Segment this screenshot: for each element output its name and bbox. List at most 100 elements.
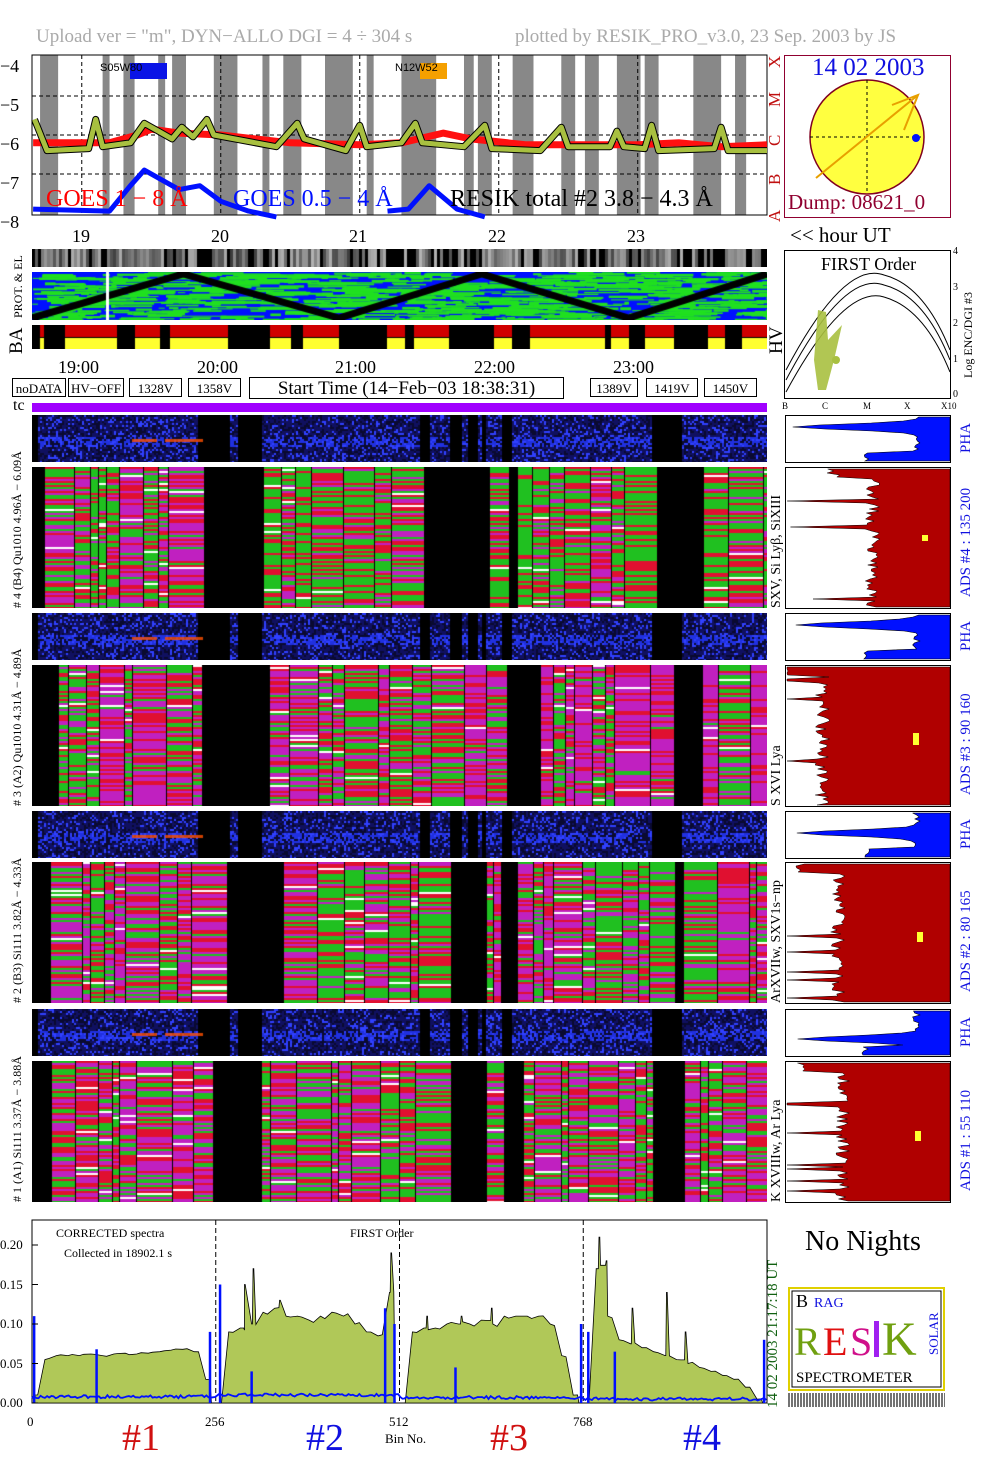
x-tick: 512 bbox=[389, 1414, 409, 1429]
channel-lines-label: SXV, Si Lyβ, SiXIII bbox=[769, 494, 784, 608]
ads-window-marker bbox=[913, 733, 919, 745]
legend-resik-total: RESIK total #2 3.8 − 4.3 Å bbox=[450, 186, 713, 212]
region-marker-2 bbox=[420, 63, 447, 79]
y-tick: 0.10 bbox=[0, 1316, 23, 1331]
ads-window-marker bbox=[922, 535, 928, 541]
hour-tick: 22 bbox=[488, 226, 506, 246]
prot-el-label: PROT. & EL bbox=[11, 255, 25, 318]
no-nights-label: No Nights bbox=[805, 1226, 921, 1257]
hour-unit-label: << hour UT bbox=[790, 223, 891, 247]
first-order-y-label: Log ENC/DGI #3 bbox=[961, 292, 975, 378]
corrected-spectrum-4 bbox=[584, 1236, 764, 1404]
electron-gray-strip bbox=[32, 249, 767, 267]
hour-tick: 19 bbox=[72, 226, 90, 246]
svg-text:RAG: RAG bbox=[814, 1296, 844, 1311]
y-tick: −4 bbox=[0, 56, 20, 76]
channel-lines-label: K XVIIIw, Ar Lya bbox=[769, 1099, 784, 1202]
ads-histogram bbox=[787, 468, 951, 608]
ads-histogram-panel bbox=[785, 613, 951, 807]
y-tick: −8 bbox=[0, 212, 20, 232]
resik-logo: B RAG R E S K SOLAR SPECTROMETER bbox=[788, 1287, 945, 1391]
y-tick: 0.05 bbox=[0, 1355, 23, 1371]
spectrum-timestamp: 14 02 2003 21:17:18 UT bbox=[765, 1259, 781, 1408]
y-tick: 0.00 bbox=[0, 1395, 23, 1410]
ads-window-marker bbox=[917, 932, 923, 942]
y-tick: −7 bbox=[0, 173, 20, 193]
hour-tick: 23 bbox=[627, 226, 645, 246]
ads-histogram bbox=[786, 666, 951, 806]
ads-label: ADS #3 : 90 160 bbox=[958, 693, 974, 795]
svg-text:SOLAR: SOLAR bbox=[926, 1312, 941, 1355]
ba-label: BA bbox=[6, 327, 27, 354]
channel-lines-label: ArXVIIw, SXV1s−np bbox=[769, 880, 784, 1003]
y-tick: 2 bbox=[953, 318, 958, 329]
pha-histogram bbox=[795, 614, 951, 660]
svg-text:B: B bbox=[796, 1291, 808, 1311]
y-tick: 0 bbox=[953, 389, 958, 400]
class-letter: A bbox=[765, 209, 784, 222]
channel-left-label: # 1 (A1) Si111 3.37Å − 3.88Å bbox=[10, 1056, 24, 1202]
ads-histogram-panel bbox=[785, 415, 951, 609]
channel-left-label: # 2 (B3) Si111 3.82Å − 4.33Å bbox=[10, 857, 24, 1003]
spectrum-chart bbox=[31, 1219, 768, 1404]
annotation-corrected: CORRECTED spectra bbox=[56, 1226, 165, 1240]
pha-spectrogram bbox=[32, 1009, 767, 1056]
legend-goes-short: GOES 0.5 − 4 Å bbox=[233, 186, 393, 212]
pha-histogram bbox=[797, 1010, 951, 1056]
svg-text:K: K bbox=[882, 1313, 917, 1366]
goes-short-curve bbox=[33, 167, 486, 220]
svg-text:R: R bbox=[794, 1319, 821, 1364]
y-tick: 1 bbox=[953, 354, 958, 365]
legend-nodata: noDATA bbox=[12, 378, 66, 397]
spectrogram bbox=[32, 467, 767, 608]
time-tick: 21:00 bbox=[335, 357, 377, 377]
region-label-2: N12W52 bbox=[395, 62, 438, 74]
lightcurve-plot bbox=[31, 54, 768, 220]
time-tick: 23:00 bbox=[613, 357, 655, 377]
x-tick: 768 bbox=[573, 1414, 593, 1429]
ads-label: ADS #2 : 80 165 bbox=[958, 890, 974, 992]
y-tick: 4 bbox=[953, 246, 958, 257]
y-tick: 0.15 bbox=[0, 1276, 23, 1292]
channel-lines-label: S XVI Lya bbox=[769, 745, 784, 806]
annotation-collected: Collected in 18902.1 s bbox=[64, 1246, 172, 1260]
ads-histogram-panel bbox=[785, 1009, 951, 1203]
y-tick: −5 bbox=[0, 95, 20, 115]
lightcurve-y-ticks: −4 −5 −6 −7 −8 bbox=[0, 47, 19, 242]
background-spectrum bbox=[31, 1392, 767, 1402]
legend-1358v: 1358V bbox=[188, 378, 241, 397]
channel-label-2: #2 bbox=[306, 1417, 344, 1459]
corrected-spectrum-1 bbox=[32, 1348, 212, 1404]
pha-label: PHA bbox=[958, 422, 974, 453]
class-letter: B bbox=[765, 173, 784, 185]
time-tick: 20:00 bbox=[197, 357, 239, 377]
legend-1450v: 1450V bbox=[704, 378, 757, 397]
x-tick: 256 bbox=[205, 1414, 225, 1429]
y-tick: −6 bbox=[0, 134, 20, 154]
spectrogram bbox=[32, 862, 767, 1003]
spectrogram bbox=[32, 1061, 767, 1202]
night-band bbox=[102, 55, 110, 215]
channel-label-1: #1 bbox=[122, 1417, 160, 1459]
class-letter: C bbox=[765, 134, 784, 146]
ads-window-marker bbox=[915, 1131, 921, 1141]
x-axis-label: Bin No. bbox=[385, 1431, 427, 1446]
x-tick: B bbox=[782, 401, 789, 411]
pha-label: PHA bbox=[958, 620, 974, 651]
corrected-spectrum-3 bbox=[400, 1307, 580, 1404]
time-tick: 19:00 bbox=[58, 357, 100, 377]
pha-spectrogram bbox=[32, 811, 767, 858]
svg-text:S: S bbox=[850, 1319, 872, 1364]
hour-tick: 21 bbox=[349, 226, 367, 246]
legend-1389v: 1389V bbox=[590, 378, 638, 397]
upload-info: Upload ver = "m", DYN−ALLO DGI = 4 ÷ 304… bbox=[36, 26, 413, 47]
first-order-scatter bbox=[814, 310, 842, 390]
ads-histogram bbox=[786, 863, 951, 1003]
class-letter: M bbox=[765, 91, 784, 107]
pha-spectrogram bbox=[32, 613, 767, 660]
ads-histogram-panel bbox=[785, 811, 951, 1004]
active-region-marker bbox=[912, 134, 920, 142]
flare-arrow bbox=[815, 94, 919, 179]
plotted-by: plotted by RESIK_PRO_v3.0, 23 Sep. 2003 … bbox=[515, 26, 897, 47]
spectrum-title: FIRST Order bbox=[350, 1226, 414, 1240]
